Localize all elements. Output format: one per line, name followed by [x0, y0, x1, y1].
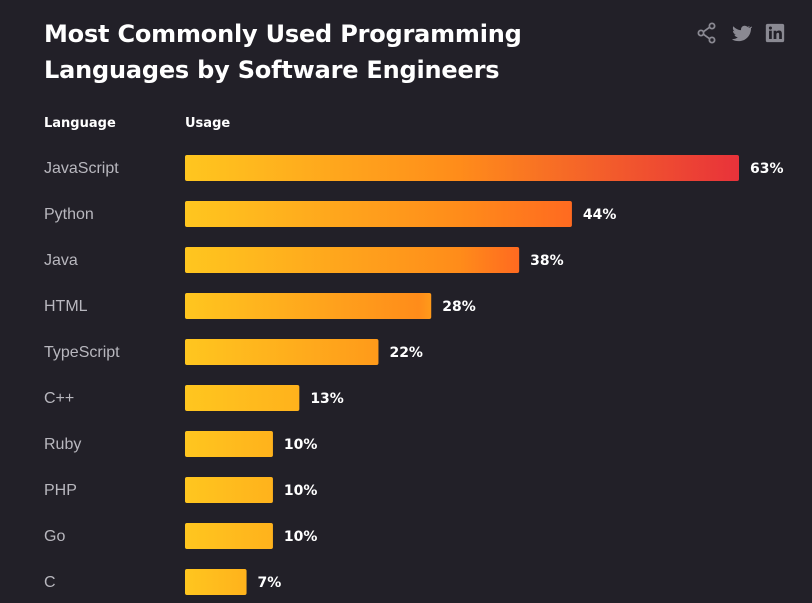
category-label: Ruby — [44, 436, 81, 453]
bar[interactable] — [185, 201, 572, 227]
category-label: JavaScript — [44, 160, 119, 177]
twitter-icon[interactable] — [730, 22, 753, 44]
column-header-language: Language — [44, 116, 116, 131]
bar[interactable] — [185, 431, 273, 457]
category-label: Java — [44, 252, 78, 269]
bar[interactable] — [185, 523, 273, 549]
linkedin-icon[interactable] — [764, 22, 786, 44]
category-label: HTML — [44, 298, 88, 315]
value-label: 63% — [750, 161, 784, 177]
bar[interactable] — [185, 247, 520, 273]
value-label: 38% — [530, 253, 564, 269]
value-label: 10% — [284, 529, 318, 545]
category-label: TypeScript — [44, 344, 120, 361]
value-label: 10% — [284, 437, 318, 453]
category-label: C++ — [44, 390, 74, 407]
chart-title: Most Commonly Used Programming Languages… — [44, 20, 522, 84]
bar[interactable] — [185, 477, 273, 503]
value-label: 13% — [310, 391, 344, 407]
bar[interactable] — [185, 293, 432, 319]
category-label: Go — [44, 528, 65, 545]
value-label: 28% — [442, 299, 476, 315]
category-label: Python — [44, 206, 94, 223]
bar[interactable] — [185, 339, 379, 365]
value-label: 22% — [389, 345, 423, 361]
bar[interactable] — [185, 155, 739, 181]
value-label: 44% — [583, 207, 617, 223]
category-label: PHP — [44, 482, 77, 499]
share-bar — [696, 22, 786, 44]
share-icon[interactable] — [696, 22, 718, 44]
value-label: 7% — [258, 575, 282, 591]
category-label: C — [44, 574, 56, 591]
column-header-usage: Usage — [185, 116, 231, 131]
bar[interactable] — [185, 569, 247, 595]
bar[interactable] — [185, 385, 300, 411]
value-label: 10% — [284, 483, 318, 499]
